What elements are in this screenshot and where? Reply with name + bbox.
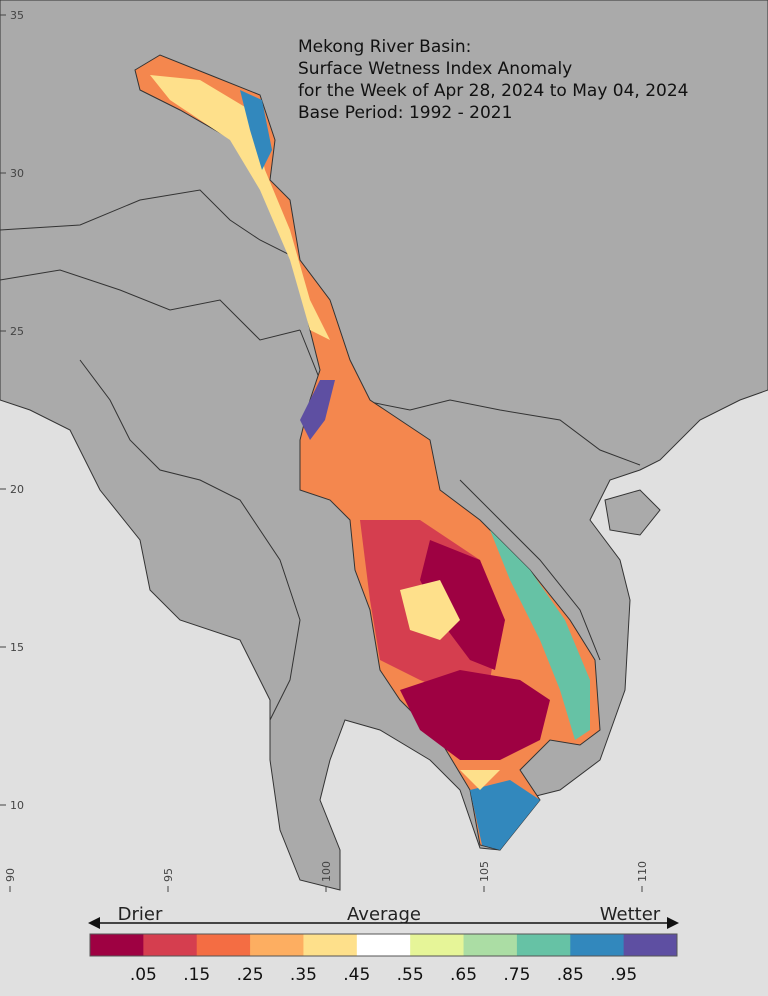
basin-patch (240, 90, 272, 170)
basin-patch (300, 380, 335, 440)
border (459, 479, 601, 661)
lon-tick-label: 100 (320, 861, 333, 882)
colorbar-tick-label: .75 (503, 965, 530, 985)
lat-tick-label: 35 (10, 9, 24, 22)
title-line: for the Week of Apr 28, 2024 to May 04, … (298, 81, 689, 101)
arrow-head (667, 917, 679, 929)
lat-tick-label: 25 (10, 325, 24, 338)
border (0, 189, 301, 261)
colorbar-cell (303, 934, 358, 956)
colorbar-tick-label: .45 (343, 965, 370, 985)
lat-tick-label: 30 (10, 167, 24, 180)
colorbar-tick-label: .35 (290, 965, 317, 985)
basin-patch (400, 670, 550, 760)
colorbar-tick-label: .05 (130, 965, 157, 985)
hainan (604, 489, 661, 536)
border (79, 359, 301, 721)
basin (134, 54, 601, 851)
colorbar-label: Average (347, 904, 421, 925)
colorbar-cell (196, 934, 251, 956)
colorbar-cell (623, 934, 678, 956)
colorbar-cell (250, 934, 304, 956)
axis-ticks: 35 30 25 20 15 10 90 95 100 105 110 (0, 9, 649, 892)
arrow-head (88, 917, 100, 929)
title-line: Base Period: 1992 - 2021 (298, 103, 512, 123)
colorbar: .05 .15 .25 .35 .45 .55 .65 .75 .85 .95 Drier Avera… (88, 904, 679, 985)
lat-tick-label: 20 (10, 483, 24, 496)
colorbar-tick-label: .95 (610, 965, 637, 985)
lon-tick-label: 110 (636, 861, 649, 882)
border (0, 269, 301, 341)
colorbar-tick-label: .85 (557, 965, 584, 985)
title-line: Surface Wetness Index Anomaly (298, 59, 572, 79)
basin-patch (420, 540, 505, 670)
lat-tick-label: 15 (10, 641, 24, 654)
basin-patch (470, 780, 540, 850)
colorbar-tick-label: .25 (237, 965, 264, 985)
title: Mekong River Basin:Surface Wetness Index… (298, 37, 689, 123)
basin-patch (460, 770, 500, 790)
colorbar-frame (89, 933, 678, 957)
basin-patch (150, 75, 330, 340)
colorbar-cell (90, 934, 144, 956)
basin-patch (400, 580, 460, 640)
colorbar-label: Drier (118, 904, 163, 925)
lon-tick-label: 105 (478, 861, 491, 882)
basin-patch (490, 530, 590, 740)
colorbar-cell (143, 934, 198, 956)
lon-tick-label: 95 (162, 868, 175, 882)
colorbar-cell (463, 934, 518, 956)
lat-tick-label: 10 (10, 799, 24, 812)
lon-tick-label: 90 (4, 868, 17, 882)
colorbar-tick-label: .65 (450, 965, 477, 985)
title-line: Mekong River Basin: (298, 37, 471, 57)
colorbar-cell (570, 934, 625, 956)
colorbar-label: Wetter (600, 904, 661, 925)
colorbar-cell (356, 934, 411, 956)
colorbar-cell (516, 934, 571, 956)
colorbar-tick-label: .15 (183, 965, 210, 985)
colorbar-cell (410, 934, 465, 956)
colorbar-tick-label: .55 (397, 965, 424, 985)
